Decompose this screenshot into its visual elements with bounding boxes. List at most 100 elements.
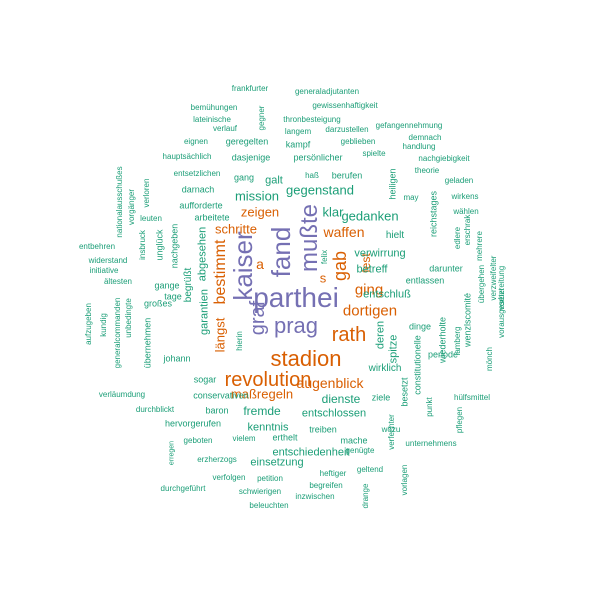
word-waffen: waffen xyxy=(323,224,365,240)
word-spielte: spielte xyxy=(362,149,386,158)
word-mehrere: mehrere xyxy=(475,231,484,261)
word-handlung: handlung xyxy=(402,142,436,151)
word-kampf: kampf xyxy=(285,139,311,150)
word-graf: graf xyxy=(247,300,269,336)
word-prag: prag xyxy=(273,313,319,338)
word-gegenstand: gegenstand xyxy=(286,182,354,198)
word-dinge: dinge xyxy=(408,321,432,332)
word-bemuhungen: bemühungen xyxy=(190,103,238,112)
word-thronbesteigung: thronbesteigung xyxy=(283,115,341,124)
word-frankfurter: frankfurter xyxy=(231,84,269,93)
word-gedanken: gedanken xyxy=(341,208,399,224)
word-gefangennehmung: gefangennehmung xyxy=(375,121,443,130)
word-gegner: gegner xyxy=(257,105,266,131)
word-wozu: wozu xyxy=(381,425,401,434)
word-klar: klar xyxy=(322,204,344,220)
word-ubernehmen: übernehmen xyxy=(142,317,153,369)
word-petition: petition xyxy=(257,474,283,483)
word-darnach: darnach xyxy=(181,184,215,195)
word-monch: mönch xyxy=(485,346,494,372)
word-beleuchten: beleuchten xyxy=(249,501,289,510)
word-grosses: großes xyxy=(143,298,173,309)
word-dienste: dienste xyxy=(321,392,361,406)
word-deren: deren xyxy=(374,320,387,350)
word-geladen: geladen xyxy=(444,176,474,185)
word-fand: fand xyxy=(266,226,296,278)
word-lamberg: lamberg xyxy=(453,326,462,356)
word-geboten: geboten xyxy=(183,436,213,445)
word-widerstand: widerstand xyxy=(88,256,128,265)
word-unbedingte: unbedingte xyxy=(124,298,133,338)
word-johann: johann xyxy=(163,353,191,364)
word-revolution: revolution xyxy=(224,369,312,391)
word-bestimmt: bestimmt xyxy=(212,239,229,305)
word-rath: rath xyxy=(331,324,367,346)
word-insbruck: insbruck xyxy=(138,230,147,260)
word-hauptsachlich: hauptsächlich xyxy=(162,152,212,161)
word-wenzlscomite: wenzlscomité xyxy=(462,292,473,348)
word-galt: galt xyxy=(265,174,283,187)
word-aufforderte: aufforderte xyxy=(179,200,223,211)
word-ubergehen: übergehen xyxy=(477,264,486,304)
word-nachgiebigkeit: nachgiebigkeit xyxy=(418,154,470,163)
word-durchblickt: durchblickt xyxy=(135,405,175,414)
word-lateinische: lateinische xyxy=(193,115,231,124)
word-s: s xyxy=(319,270,327,286)
word-wahlen: wählen xyxy=(453,207,479,216)
word-erschrak: erschrak xyxy=(463,214,472,246)
word-schritte: schritte xyxy=(215,221,257,237)
word-may: may xyxy=(403,193,419,202)
word-betreff: betreff xyxy=(356,263,388,276)
word-erregen: erregen xyxy=(168,440,176,466)
word-spitze: spitze xyxy=(387,334,400,364)
word-personlicher: persönlicher xyxy=(293,152,343,163)
word-inzwischen: inzwischen xyxy=(295,492,335,501)
word-entschluss: entschluß xyxy=(363,288,411,301)
word-treiben: treiben xyxy=(309,424,337,435)
word-punkt: punkt xyxy=(425,397,434,417)
word-vorlagen: vorlagen xyxy=(400,464,409,496)
word-geltend: geltend xyxy=(356,465,384,474)
word-hielt: hielt xyxy=(385,230,405,241)
word-demnach: demnach xyxy=(408,133,442,142)
word-verwirrung: verwirrung xyxy=(354,247,406,260)
word-darzustellen: darzustellen xyxy=(325,125,369,134)
word-verfolgen: verfolgen xyxy=(212,473,246,482)
word-mache: mache xyxy=(340,435,368,446)
word-wirkens: wirkens xyxy=(451,192,479,201)
word-gange: gange xyxy=(154,280,180,291)
word-erthelt: erthelt xyxy=(272,432,298,443)
word-schwierigen: schwierigen xyxy=(238,487,282,496)
word-felix: felix xyxy=(320,249,329,265)
word-besetzt: besetzt xyxy=(399,377,410,407)
word-gang: gang xyxy=(233,172,255,183)
word-abgesehen: abgesehen xyxy=(196,226,209,282)
word-genugte: genügte xyxy=(345,446,375,455)
word-begreifen: begreifen xyxy=(309,481,343,490)
word-hervorgerufen: hervorgerufen xyxy=(164,418,222,429)
word-nachgeben: nachgeben xyxy=(169,223,180,269)
word-ziele: ziele xyxy=(371,392,391,403)
word-entbehren: entbehren xyxy=(78,242,116,251)
word-musste: mußte xyxy=(296,203,323,273)
word-nationalausschusses: nationalausschußes xyxy=(115,166,124,238)
word-baron: baron xyxy=(205,405,229,416)
word-durchgefuhrt: durchgeführt xyxy=(160,484,206,493)
word-generalcommanden: generalcommanden xyxy=(113,297,122,369)
word-langst: längst xyxy=(212,317,228,353)
word-berufen: berufen xyxy=(331,170,363,181)
word-constitutionelle: constitutionelle xyxy=(412,335,423,395)
word-aufzugeben: aufzugeben xyxy=(84,303,93,345)
word-entschlossen: entschlossen xyxy=(301,407,367,420)
word-entlassen: entlassen xyxy=(405,275,445,286)
word-theorie: theorie xyxy=(414,166,440,175)
word-kaiser: kaiser xyxy=(228,231,258,301)
word-initiative: initiative xyxy=(89,266,119,275)
word-conservativen: conservativen xyxy=(193,390,249,401)
word-hierin: hierin xyxy=(235,331,244,351)
word-leuten: leuten xyxy=(140,214,162,223)
word-a: a xyxy=(256,256,264,272)
word-ging: ging xyxy=(354,281,384,299)
word-einsetzung: einsetzung xyxy=(250,456,304,469)
